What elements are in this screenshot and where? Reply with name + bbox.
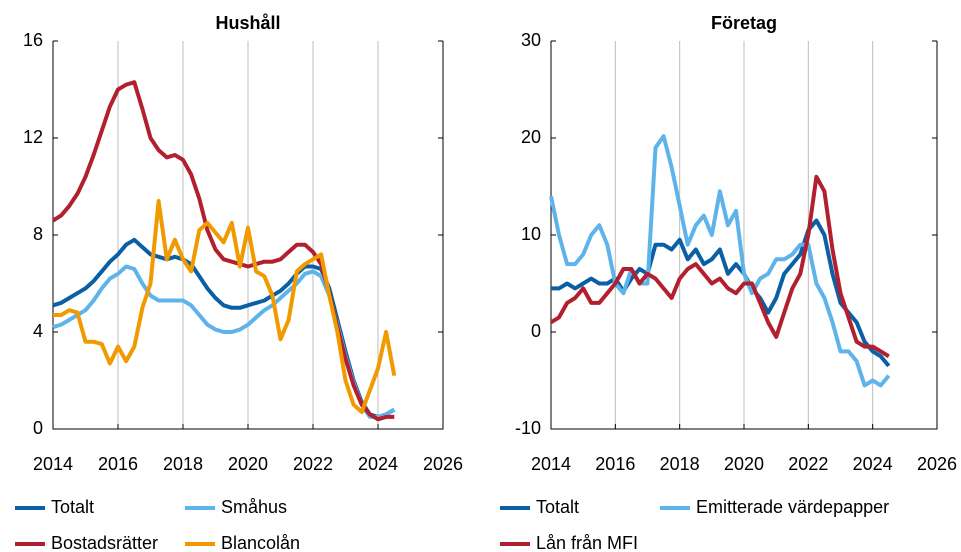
y-tick-label: 4	[33, 321, 43, 341]
y-tick-label: 0	[531, 321, 541, 341]
legend-label: Lån från MFI	[536, 533, 638, 552]
x-tick-label: 2018	[660, 454, 700, 474]
series-line	[52, 237, 396, 419]
x-tick-label: 2022	[293, 454, 333, 474]
y-tick-label: 30	[521, 30, 541, 50]
series-line	[549, 174, 890, 359]
x-tick-label: 2018	[163, 454, 203, 474]
chart-title: Företag	[711, 13, 777, 33]
plot-frame	[550, 41, 938, 430]
x-tick-label: 2022	[788, 454, 828, 474]
x-tick-label: 2024	[358, 454, 398, 474]
legend-label: Småhus	[221, 497, 287, 517]
y-tick-label: -10	[515, 418, 541, 438]
x-tick-label: 2014	[531, 454, 571, 474]
x-tick-label: 2026	[423, 454, 463, 474]
x-tick-label: 2020	[228, 454, 268, 474]
y-tick-label: 16	[23, 30, 43, 50]
y-tick-label: 8	[33, 224, 43, 244]
legend-label: Totalt	[536, 497, 579, 517]
legend-label: Bostadsrätter	[51, 533, 158, 552]
x-tick-label: 2016	[595, 454, 635, 474]
x-tick-label: 2020	[724, 454, 764, 474]
y-tick-label: 10	[521, 224, 541, 244]
series-line	[551, 218, 891, 368]
x-tick-label: 2014	[33, 454, 73, 474]
x-tick-label: 2026	[917, 454, 957, 474]
y-tick-label: 0	[33, 418, 43, 438]
legend-label: Blancolån	[221, 533, 300, 552]
plot-frame	[52, 41, 444, 430]
series-line	[549, 134, 891, 388]
series-line	[53, 199, 397, 414]
chart-title: Hushåll	[215, 13, 280, 33]
y-tick-label: 20	[521, 127, 541, 147]
legend-label: Totalt	[51, 497, 94, 517]
y-tick-label: 12	[23, 127, 43, 147]
x-tick-label: 2016	[98, 454, 138, 474]
x-tick-label: 2024	[853, 454, 893, 474]
legend-label: Emitterade värdepapper	[696, 497, 889, 517]
